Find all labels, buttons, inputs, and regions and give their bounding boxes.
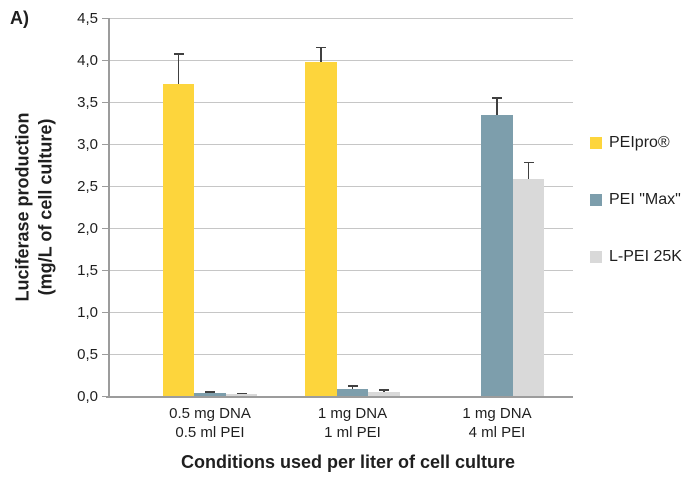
legend-swatch-icon [590, 194, 602, 206]
bar-pei-max-group2 [336, 389, 369, 396]
bar-peipro-group1 [162, 83, 195, 396]
legend-swatch-icon [590, 137, 602, 149]
y-axis-tick [102, 185, 108, 187]
y-tick-label: 0,5 [77, 346, 98, 363]
y-tick-label: 1,0 [77, 304, 98, 321]
y-tick-label: 2,0 [77, 220, 98, 237]
gridline [108, 227, 573, 229]
legend-item-l-pei-25k: L-PEI 25K [590, 248, 682, 266]
y-axis-tick [102, 17, 108, 19]
y-tick-label: 2,5 [77, 178, 98, 195]
category-label-group3: 1 mg DNA 4 ml PEI [462, 405, 532, 441]
y-axis-tick [102, 311, 108, 313]
error-bar-whisker [527, 162, 530, 180]
legend-item-pei-max: PEI "Max" [590, 191, 681, 209]
gridline [108, 143, 573, 145]
error-bar-whisker [496, 97, 498, 115]
y-tick-label: 4,0 [77, 52, 98, 69]
error-bar-cap [347, 385, 358, 387]
error-bar-cap [173, 53, 184, 55]
legend-item-peipro: PEIpro® [590, 134, 670, 152]
y-axis-tick [102, 395, 108, 397]
y-axis-tick [102, 143, 108, 145]
legend-label: PEI "Max" [609, 191, 681, 208]
error-bar-whisker [383, 390, 385, 392]
error-bar-whisker [177, 54, 180, 84]
y-tick-label: 4,5 [77, 10, 98, 27]
y-axis-tick [102, 101, 108, 103]
gridline [108, 59, 573, 61]
legend-swatch-icon [590, 251, 602, 263]
error-bar-cap [492, 97, 502, 99]
y-axis-line [108, 18, 110, 396]
error-bar-whisker [209, 391, 211, 394]
error-bar-cap [205, 391, 215, 393]
error-bar-cap [316, 46, 326, 49]
bar-peipro-group2 [305, 61, 337, 396]
y-tick-label: 0,0 [77, 388, 98, 405]
y-axis-tick [102, 59, 108, 61]
bar-l-pei-25k-group3 [512, 179, 545, 396]
legend-label: PEIpro® [609, 134, 670, 151]
error-bar-cap [379, 389, 389, 391]
category-label-group2: 1 mg DNA 1 ml PEI [317, 405, 388, 441]
gridline [108, 269, 573, 271]
category-label-group1: 0.5 mg DNA 0.5 ml PEI [169, 405, 251, 441]
legend: PEIpro® PEI "Max" L-PEI 25K [590, 134, 698, 274]
y-tick-label: 3,5 [77, 94, 98, 111]
error-bar-whisker [320, 47, 322, 62]
gridline [108, 311, 573, 313]
y-tick-label: 3,0 [77, 136, 98, 153]
gridline [108, 17, 573, 19]
panel-label: A) [10, 8, 29, 28]
y-axis-tick [102, 353, 108, 355]
gridline [108, 101, 573, 103]
error-bar-cap [236, 392, 247, 395]
y-axis-tick [102, 227, 108, 229]
x-axis-title: Conditions used per liter of cell cultur… [180, 452, 516, 472]
y-tick-label: 1,5 [77, 262, 98, 279]
y-axis-tick [102, 269, 108, 271]
error-bar-whisker [351, 385, 354, 390]
gridline [108, 185, 573, 187]
bar-l-pei-25k-group1 [225, 394, 258, 396]
gridline [108, 353, 573, 355]
bar-pei-max-group3 [481, 114, 513, 396]
legend-label: L-PEI 25K [609, 248, 682, 265]
bar-pei-max-group1 [194, 393, 226, 396]
error-bar-cap [523, 161, 534, 164]
bar-l-pei-25k-group2 [368, 391, 400, 396]
x-axis-line [106, 395, 573, 398]
